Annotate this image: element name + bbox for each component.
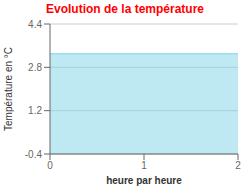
svg-text:0: 0 [47,160,53,171]
svg-text:1: 1 [141,160,147,171]
svg-text:Température en °C: Température en °C [3,47,14,131]
svg-text:1.2: 1.2 [28,105,42,116]
svg-text:2.8: 2.8 [28,62,42,73]
html-text:Evolution de la température: Evolution de la température [46,2,204,16]
svg-text:4.4: 4.4 [28,19,42,30]
svg-text:-0.4: -0.4 [25,149,43,160]
svg-text:heure par heure: heure par heure [106,175,182,186]
svg-text:2: 2 [235,160,241,171]
